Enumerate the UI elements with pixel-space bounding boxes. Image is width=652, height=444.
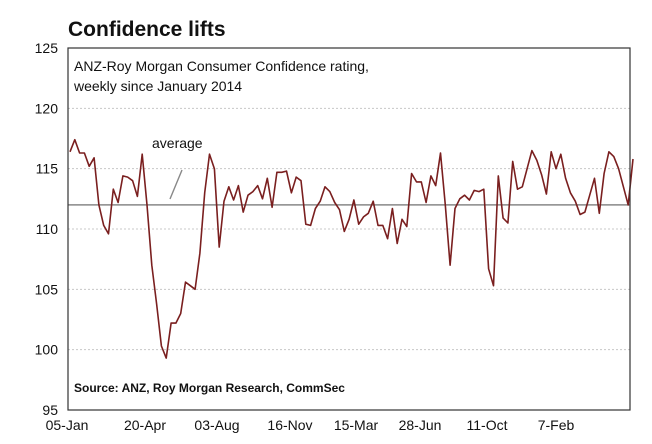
subtitle-line-1: ANZ-Roy Morgan Consumer Confidence ratin… <box>74 58 369 74</box>
x-tick-label: 7-Feb <box>538 417 575 433</box>
grid-lines <box>68 107 630 351</box>
average-pointer <box>169 169 183 200</box>
x-axis-ticks: 05-Jan 20-Apr 03-Aug 16-Nov 15-Mar 28-Jun 11-O… <box>46 417 575 433</box>
subtitle-line-2: weekly since January 2014 <box>73 78 242 94</box>
y-tick-label: 110 <box>36 221 59 237</box>
x-tick-label: 16-Nov <box>267 417 312 433</box>
x-tick-label: 20-Apr <box>124 417 166 433</box>
x-tick-label: 11-Oct <box>467 417 508 433</box>
source-note: Source: ANZ, Roy Morgan Research, CommSe… <box>74 381 345 395</box>
plot-frame <box>67 47 631 411</box>
y-tick-label: 100 <box>35 342 59 358</box>
y-tick-label: 120 <box>35 100 59 116</box>
y-tick-label: 95 <box>42 402 58 418</box>
x-tick-label: 03-Aug <box>194 417 239 433</box>
x-tick-label: 15-Mar <box>334 417 379 433</box>
x-tick-label: 28-Jun <box>399 417 442 433</box>
x-tick-label: 05-Jan <box>46 417 89 433</box>
y-tick-label: 125 <box>35 40 59 56</box>
series-line <box>69 138 634 359</box>
y-axis-ticks: 95 100 105 110 115 120 125 <box>35 40 59 418</box>
average-annotation: average <box>152 135 203 151</box>
chart-title: Confidence lifts <box>68 18 226 41</box>
y-tick-label: 115 <box>36 161 59 177</box>
y-tick-label: 105 <box>35 281 59 297</box>
